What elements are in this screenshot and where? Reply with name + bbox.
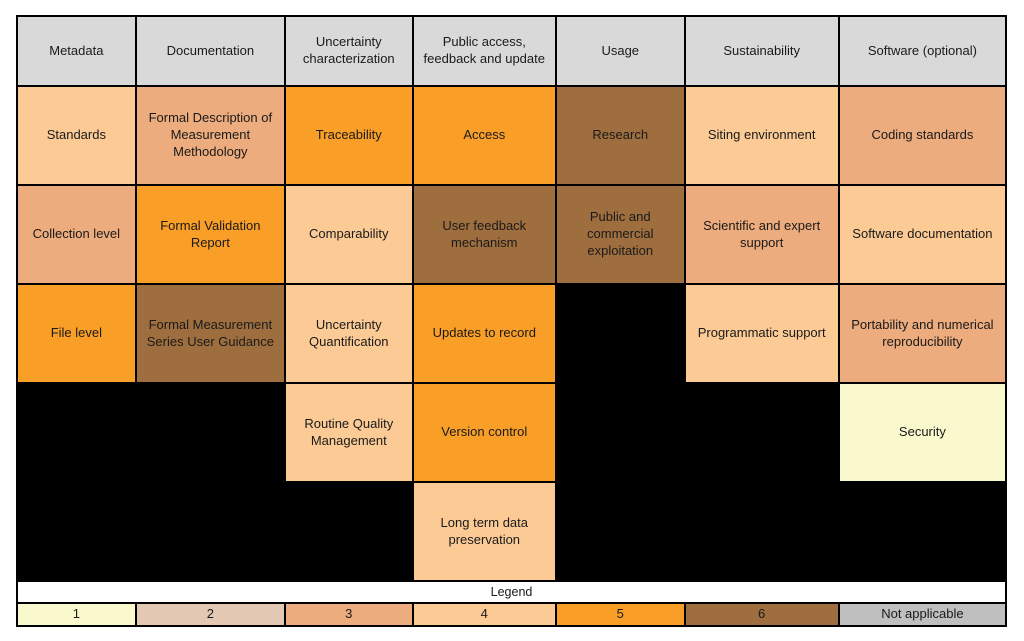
matrix-cell [554,481,686,583]
legend-item-6: 6 [683,601,840,628]
matrix-cell: Standards [16,84,137,187]
matrix-cell: Research [554,84,686,187]
matrix-cell: Routine Quality Management [284,382,414,484]
matrix-cell: Public and commercial exploitation [554,184,686,286]
matrix-row: Collection level Formal Validation Repor… [16,184,1008,286]
column-header-usage: Usage [554,15,686,87]
legend-item-4: 4 [411,601,557,628]
matrix-cell: Version control [411,382,557,484]
column-header-documentation: Documentation [134,15,287,87]
column-header-metadata: Metadata [16,15,137,87]
matrix-cell [554,382,686,484]
matrix-cell [284,481,414,583]
matrix-cell: Siting environment [683,84,840,187]
column-header-software: Software (optional) [837,15,1008,87]
matrix-row: File level Formal Measurement Series Use… [16,283,1008,385]
matrix-cell: User feedback mechanism [411,184,557,286]
matrix-cell: Formal Validation Report [134,184,287,286]
matrix-cell: Formal Measurement Series User Guidance [134,283,287,385]
legend-item-5: 5 [554,601,686,628]
column-header-sustainability: Sustainability [683,15,840,87]
matrix-cell: Collection level [16,184,137,286]
matrix-cell: Updates to record [411,283,557,385]
matrix-cell: Coding standards [837,84,1008,187]
legend-title: Legend [16,580,1007,604]
matrix-cell [16,481,137,583]
matrix-cell: File level [16,283,137,385]
matrix-cell: Programmatic support [683,283,840,385]
matrix-cell: Scientific and expert support [683,184,840,286]
maturity-matrix: Metadata Documentation Uncertainty chara… [16,15,1008,628]
matrix-cell: Comparability [284,184,414,286]
matrix-cell [554,283,686,385]
legend-row: 1 2 3 4 5 6 Not applicable [16,601,1008,628]
matrix-row: Long term data preservation [16,481,1008,583]
matrix-cell [134,481,287,583]
matrix-cell: Uncertainty Quantification [284,283,414,385]
matrix-cell [16,382,137,484]
matrix-cell: Traceability [284,84,414,187]
matrix-cell [683,382,840,484]
matrix-cell: Portability and numerical reproducibilit… [837,283,1008,385]
legend-item-3: 3 [284,601,414,628]
matrix-cell: Long term data preservation [411,481,557,583]
matrix-cell [837,481,1008,583]
matrix-cell [134,382,287,484]
matrix-row: Standards Formal Description of Measurem… [16,84,1008,187]
matrix-cell [683,481,840,583]
matrix-cell: Access [411,84,557,187]
column-header-public-access: Public access, feedback and update [411,15,557,87]
header-row: Metadata Documentation Uncertainty chara… [16,15,1008,87]
legend-item-not-applicable: Not applicable [837,601,1008,628]
matrix-cell: Formal Description of Measurement Method… [134,84,287,187]
matrix-cell: Software documentation [837,184,1008,286]
legend-item-2: 2 [134,601,287,628]
matrix-row: Routine Quality Management Version contr… [16,382,1008,484]
legend-title-row: Legend [16,580,1007,604]
column-header-uncertainty: Uncertainty characterization [284,15,414,87]
legend-item-1: 1 [16,601,137,628]
matrix-cell: Security [837,382,1008,484]
